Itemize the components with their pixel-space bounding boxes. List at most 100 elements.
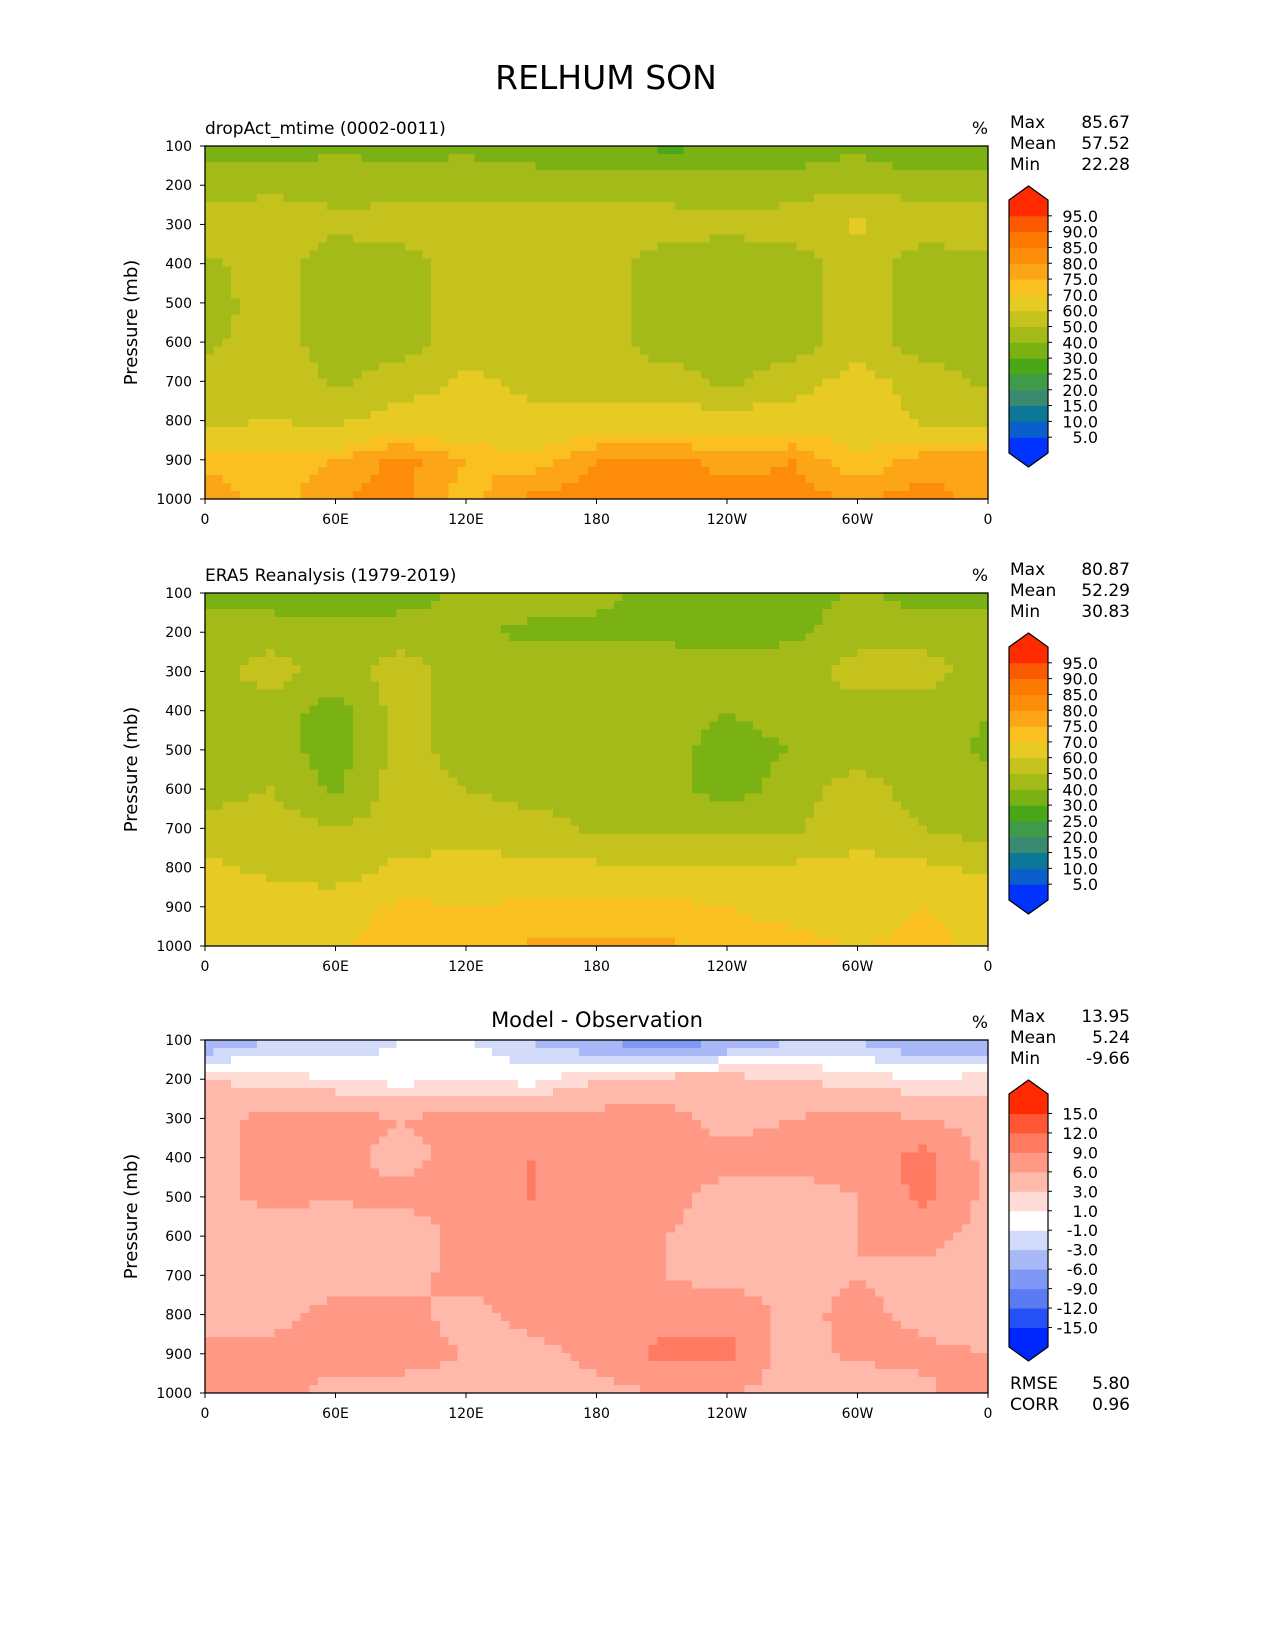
- contour-cell: [422, 274, 432, 283]
- contour-cell: [822, 290, 832, 300]
- contour-cell: [848, 625, 859, 634]
- contour-cell: [561, 657, 571, 666]
- contour-cell: [613, 378, 624, 388]
- contour-cell: [439, 202, 450, 211]
- contour-cell: [909, 402, 919, 412]
- contour-cell: [683, 274, 693, 283]
- contour-cell: [770, 665, 780, 674]
- contour-cell: [709, 370, 719, 380]
- contour-cell: [518, 274, 528, 283]
- contour-cell: [213, 242, 223, 251]
- contour-cell: [509, 178, 519, 187]
- contour-cell: [935, 601, 946, 610]
- contour-cell: [613, 466, 624, 476]
- contour-cell: [805, 418, 815, 428]
- contour-cell: [831, 162, 841, 171]
- contour-cell: [683, 418, 693, 428]
- contour-cell: [901, 298, 911, 308]
- contour-cell: [492, 194, 502, 203]
- contour-cell: [265, 234, 276, 243]
- contour-cell: [239, 202, 250, 211]
- contour-cell: [970, 178, 980, 187]
- contour-cell: [666, 306, 676, 316]
- contour-cell: [596, 322, 606, 332]
- contour-cell: [909, 362, 919, 372]
- contour-cell: [770, 346, 780, 356]
- contour-cell: [474, 210, 484, 219]
- contour-cell: [709, 306, 719, 316]
- contour-cell: [309, 330, 319, 340]
- contour-cell: [779, 418, 789, 428]
- contour-cell: [239, 370, 250, 380]
- contour-cell: [761, 402, 772, 412]
- contour-cell: [840, 386, 850, 396]
- contour-cell: [387, 314, 397, 324]
- contour-cell: [561, 442, 571, 452]
- contour-cell: [631, 386, 641, 396]
- contour-cell: [718, 458, 728, 468]
- contour-cell: [492, 282, 502, 292]
- contour-cell: [666, 410, 676, 420]
- contour-cell: [239, 298, 250, 308]
- contour-cell: [413, 330, 424, 340]
- contour-cell: [657, 665, 667, 674]
- contour-cell: [370, 601, 380, 610]
- contour-cell: [439, 154, 450, 163]
- contour-cell: [814, 226, 824, 235]
- contour-cell: [822, 442, 832, 452]
- contour-cell: [361, 490, 371, 500]
- contour-cell: [492, 649, 502, 658]
- contour-cell: [239, 354, 250, 364]
- contour-cell: [283, 386, 293, 396]
- contour-cell: [387, 338, 397, 348]
- contour-cell: [509, 490, 519, 500]
- contour-cell: [857, 386, 867, 396]
- contour-cell: [892, 601, 902, 610]
- contour-cell: [596, 426, 606, 436]
- contour-cell: [318, 178, 328, 187]
- contour-cell: [866, 314, 876, 324]
- contour-cell: [222, 146, 232, 155]
- colorbar-swatch: [1009, 421, 1048, 438]
- contour-cell: [248, 641, 258, 650]
- contour-cell: [744, 601, 754, 610]
- contour-cell: [379, 665, 389, 674]
- contour-cell: [405, 442, 415, 452]
- contour-cell: [814, 250, 824, 259]
- contour-cell: [787, 178, 798, 187]
- contour-cell: [709, 282, 719, 292]
- contour-cell: [431, 306, 441, 316]
- contour-cell: [796, 378, 806, 388]
- contour-cell: [292, 274, 302, 283]
- contour-cell: [292, 306, 302, 316]
- contour-cell: [518, 234, 528, 243]
- contour-cell: [500, 394, 511, 404]
- contour-cell: [466, 258, 476, 267]
- contour-cell: [883, 170, 893, 179]
- contour-cell: [927, 202, 937, 211]
- contour-cell: [666, 250, 676, 259]
- contour-cell: [761, 202, 772, 211]
- contour-cell: [683, 314, 693, 324]
- contour-cell: [387, 274, 397, 283]
- contour-cell: [283, 258, 293, 267]
- contour-cell: [787, 154, 798, 163]
- contour-cell: [439, 322, 450, 332]
- contour-cell: [466, 617, 476, 626]
- contour-cell: [744, 426, 754, 436]
- contour-cell: [370, 298, 380, 308]
- contour-cell: [431, 386, 441, 396]
- contour-cell: [309, 306, 319, 316]
- contour-cell: [901, 154, 911, 163]
- contour-cell: [892, 266, 902, 275]
- contour-cell: [848, 418, 859, 428]
- contour-cell: [909, 418, 919, 428]
- contour-cell: [692, 601, 702, 610]
- contour-cell: [379, 346, 389, 356]
- contour-cell: [561, 609, 571, 618]
- contour-cell: [466, 474, 476, 484]
- contour-cell: [457, 306, 467, 316]
- contour-cell: [500, 474, 511, 484]
- contour-cell: [553, 649, 563, 658]
- contour-cell: [727, 258, 737, 267]
